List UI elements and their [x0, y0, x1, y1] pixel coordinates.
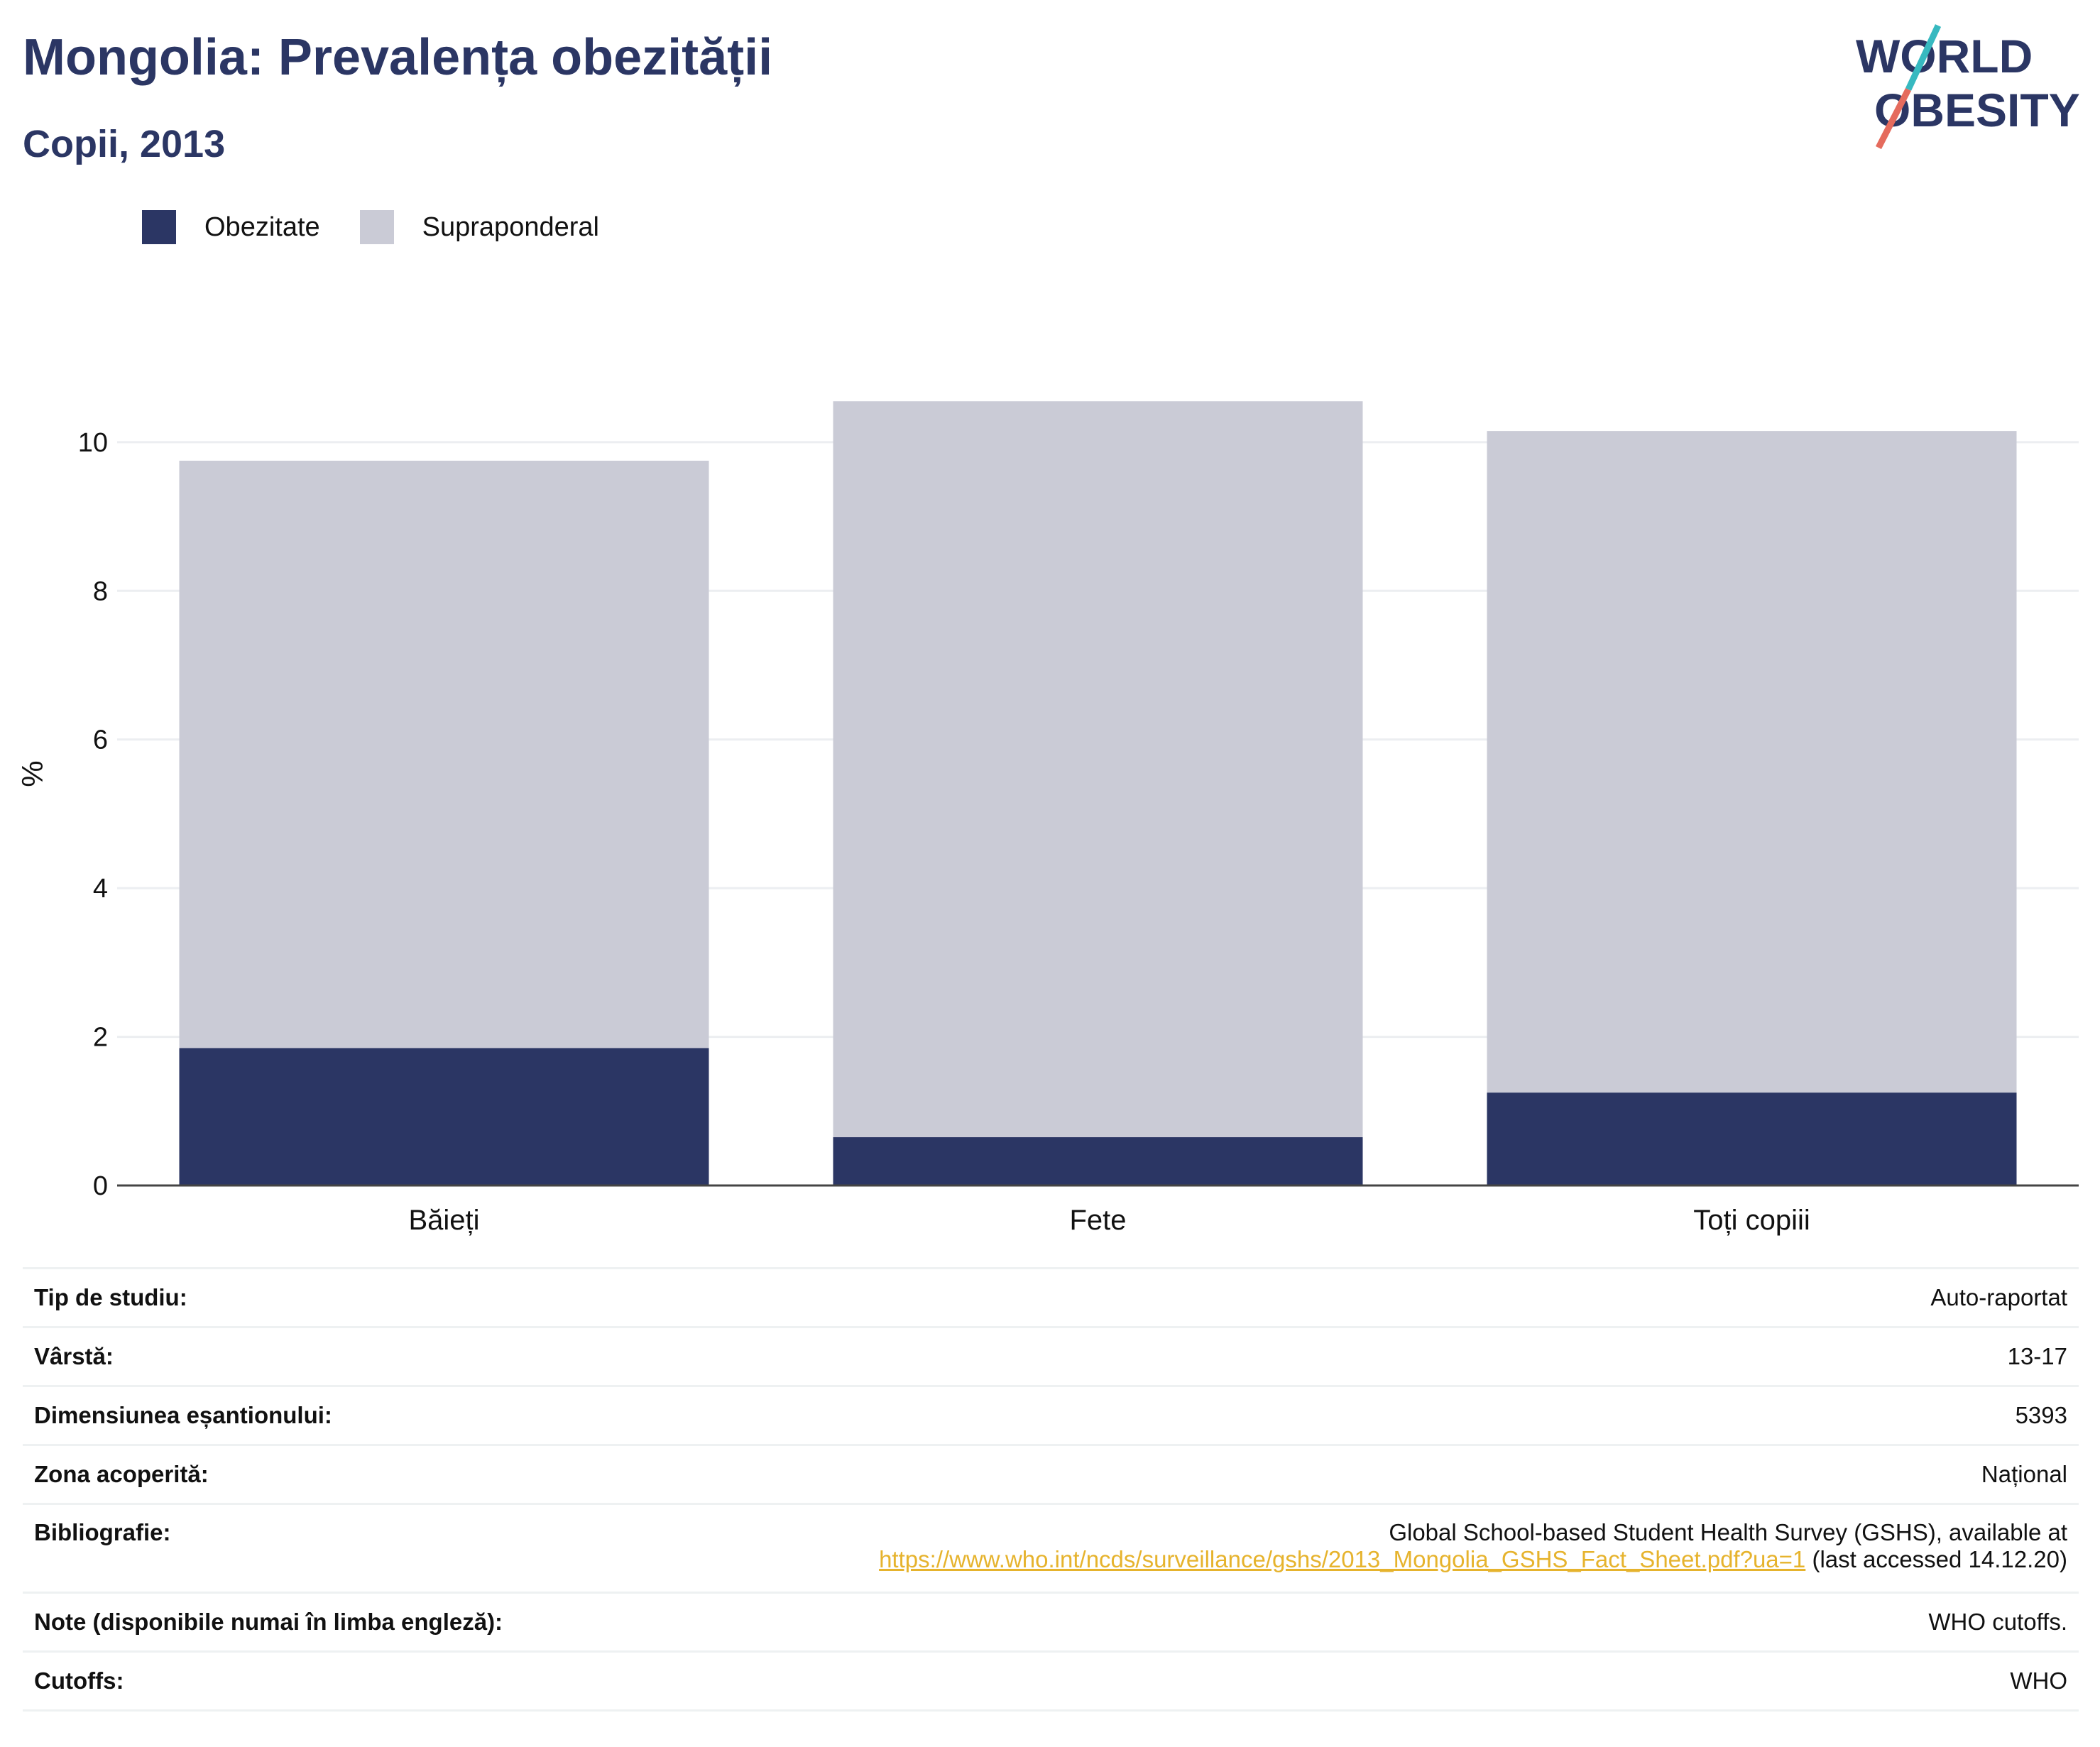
legend-swatch-obesity: [142, 210, 176, 244]
info-value: WHO: [616, 1650, 2079, 1712]
legend-item-overweight[interactable]: Supraponderal: [359, 210, 599, 244]
info-label: Vârstă:: [23, 1326, 616, 1386]
page-title: Mongolia: Prevalența obezității: [23, 29, 773, 86]
info-row-area: Zona acoperită: Național: [23, 1444, 2079, 1504]
world-obesity-logo: WORLD OBESITY: [1856, 24, 2080, 149]
info-label: Tip de studiu:: [23, 1267, 616, 1327]
y-tick-label: 4: [93, 874, 108, 904]
legend-item-obesity[interactable]: Obezitate: [142, 210, 320, 244]
info-value: Național: [616, 1444, 2079, 1504]
page-subtitle: Copii, 2013: [23, 123, 226, 165]
svg-text:WORLD: WORLD: [1856, 30, 2033, 82]
y-tick-label: 6: [93, 725, 108, 755]
x-tick-label: Toți copiii: [1693, 1205, 1810, 1236]
bibliography-value: Global School-based Student Health Surve…: [616, 1503, 2079, 1593]
bar-obesity: [1487, 1092, 2017, 1185]
y-axis-label: %: [16, 760, 49, 787]
info-row-sample-size: Dimensiunea eșantionului: 5393: [23, 1385, 2079, 1445]
x-tick-label: Băieți: [408, 1205, 479, 1236]
study-info-table: Tip de studiu: Auto-raportat Vârstă: 13-…: [23, 1267, 2079, 1712]
legend-swatch-overweight: [359, 210, 394, 244]
y-tick-label: 2: [93, 1023, 108, 1053]
bar-overweight: [833, 401, 1363, 1137]
info-value: 5393: [616, 1385, 2079, 1445]
bar-overweight: [179, 461, 709, 1048]
bibliography-text: Global School-based Student Health Surve…: [1389, 1519, 2067, 1545]
info-value: 13-17: [616, 1326, 2079, 1386]
info-row-age: Vârstă: 13-17: [23, 1326, 2079, 1386]
legend-label-obesity: Obezitate: [204, 212, 320, 242]
info-row-bibliography: Bibliografie: Global School-based Studen…: [23, 1503, 2079, 1593]
bibliography-suffix: (last accessed 14.12.20): [1805, 1546, 2067, 1572]
bar-overweight: [1487, 431, 2017, 1093]
info-label: Note (disponibile numai în limba engleză…: [23, 1592, 616, 1652]
x-tick-label: Fete: [1069, 1205, 1126, 1236]
info-value: Auto-raportat: [616, 1267, 2079, 1327]
info-value: WHO cutoffs.: [616, 1592, 2079, 1652]
info-label: Dimensiunea eșantionului:: [23, 1385, 616, 1445]
info-label: Zona acoperită:: [23, 1444, 616, 1504]
bar-obesity: [179, 1048, 709, 1185]
bar-obesity: [833, 1137, 1363, 1185]
bar-chart: 0 2 4 6 8 10% Băieți Fete Toți copiii: [16, 401, 2079, 1236]
info-row-cutoffs: Cutoffs: WHO: [23, 1650, 2079, 1712]
info-row-notes: Note (disponibile numai în limba engleză…: [23, 1592, 2079, 1652]
bibliography-link[interactable]: https://www.who.int/ncds/surveillance/gs…: [879, 1546, 1806, 1572]
info-row-study-type: Tip de studiu: Auto-raportat: [23, 1267, 2079, 1327]
y-tick-label: 0: [93, 1171, 108, 1201]
y-tick-label: 10: [78, 428, 108, 458]
chart-legend: Obezitate Supraponderal: [142, 210, 639, 244]
bibliography-line2: https://www.who.int/ncds/surveillance/gs…: [628, 1546, 2067, 1573]
info-label: Cutoffs:: [23, 1650, 616, 1712]
legend-label-overweight: Supraponderal: [422, 212, 599, 242]
y-tick-label: 8: [93, 576, 108, 606]
info-label: Bibliografie:: [23, 1503, 616, 1593]
